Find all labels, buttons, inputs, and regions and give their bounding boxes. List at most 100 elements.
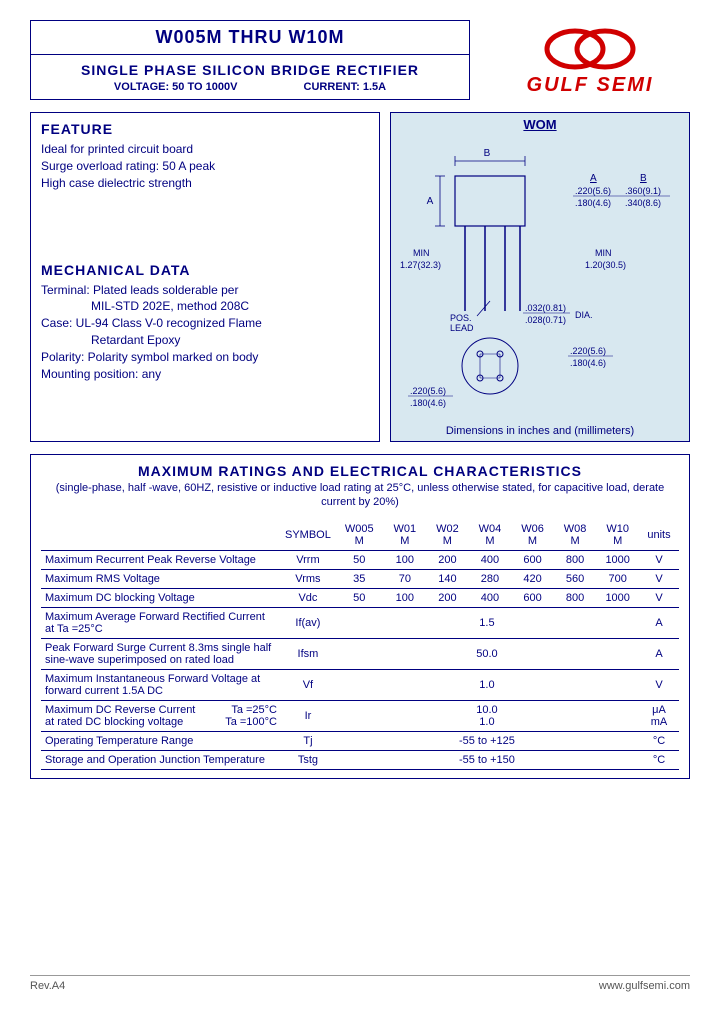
feature-heading: FEATURE	[41, 121, 369, 137]
param-symbol: Tstg	[281, 750, 335, 769]
param-value: 1000	[596, 588, 639, 607]
param-unit: μAmA	[639, 700, 679, 731]
col-part: W02 M	[426, 520, 469, 551]
param-symbol: Vdc	[281, 588, 335, 607]
col-units: units	[639, 520, 679, 551]
revision: Rev.A4	[30, 980, 65, 992]
param-symbol: Ifsm	[281, 638, 335, 669]
mech-case: Case: UL-94 Class V-0 recognized Flame	[41, 315, 369, 332]
param-symbol: Vf	[281, 669, 335, 700]
feature-line: High case dielectric strength	[41, 175, 369, 192]
param-unit: A	[639, 638, 679, 669]
param-name: Maximum Recurrent Peak Reverse Voltage	[41, 550, 281, 569]
ratings-subtitle: (single-phase, half -wave, 60HZ, resisti…	[41, 481, 679, 510]
param-name: Maximum Instantaneous Forward Voltage at…	[41, 669, 281, 700]
param-value: -55 to +125	[335, 731, 639, 750]
param-value: 800	[554, 588, 597, 607]
feature-line: Surge overload rating: 50 A peak	[41, 158, 369, 175]
param-value: 100	[384, 550, 427, 569]
param-symbol: Vrms	[281, 569, 335, 588]
param-unit: V	[639, 669, 679, 700]
ratings-box: MAXIMUM RATINGS AND ELECTRICAL CHARACTER…	[30, 454, 690, 779]
svg-text:1.27(32.3): 1.27(32.3)	[400, 260, 441, 270]
feature-line: Ideal for printed circuit board	[41, 141, 369, 158]
svg-text:.028(0.71): .028(0.71)	[525, 315, 566, 325]
svg-text:.180(4.6): .180(4.6)	[570, 358, 606, 368]
website-url: www.gulfsemi.com	[599, 980, 690, 992]
svg-text:.032(0.81): .032(0.81)	[525, 303, 566, 313]
param-value: 400	[469, 588, 512, 607]
col-symbol: SYMBOL	[281, 520, 335, 551]
svg-text:.340(8.6): .340(8.6)	[625, 198, 661, 208]
param-name: Maximum Average Forward Rectified Curren…	[41, 607, 281, 638]
param-value: 50	[335, 550, 384, 569]
package-drawing: B A A B .220(5.6) .360(9.1) .180(4.6) .3…	[395, 136, 685, 416]
col-part: W01 M	[384, 520, 427, 551]
col-part: W005 M	[335, 520, 384, 551]
param-value: 1.0	[335, 669, 639, 700]
param-value: 50.0	[335, 638, 639, 669]
param-unit: °C	[639, 750, 679, 769]
ratings-title: MAXIMUM RATINGS AND ELECTRICAL CHARACTER…	[41, 463, 679, 479]
mech-case2: Retardant Epoxy	[41, 332, 369, 349]
svg-text:POS.: POS.	[450, 313, 472, 323]
param-symbol: Vrrm	[281, 550, 335, 569]
param-value: 1000	[596, 550, 639, 569]
param-unit: A	[639, 607, 679, 638]
param-symbol: If(av)	[281, 607, 335, 638]
param-unit: V	[639, 550, 679, 569]
svg-text:LEAD: LEAD	[450, 323, 474, 333]
param-value: 560	[554, 569, 597, 588]
param-value: 800	[554, 550, 597, 569]
param-name: Peak Forward Surge Current 8.3ms single …	[41, 638, 281, 669]
current-spec: CURRENT: 1.5A	[304, 81, 387, 93]
svg-text:1.20(30.5): 1.20(30.5)	[585, 260, 626, 270]
mech-mounting: Mounting position: any	[41, 366, 369, 383]
param-name: Storage and Operation Junction Temperatu…	[41, 750, 281, 769]
svg-text:MIN: MIN	[413, 248, 430, 258]
param-unit: V	[639, 588, 679, 607]
page-footer: Rev.A4 www.gulfsemi.com	[30, 975, 690, 992]
diagram-caption: Dimensions in inches and (millimeters)	[395, 425, 685, 437]
part-range: W005M THRU W10M	[31, 21, 469, 55]
param-name: Operating Temperature Range	[41, 731, 281, 750]
param-name: Maximum RMS Voltage	[41, 569, 281, 588]
mech-terminal2: MIL-STD 202E, method 208C	[41, 298, 369, 315]
param-value: 600	[511, 588, 554, 607]
mech-polarity: Polarity: Polarity symbol marked on body	[41, 349, 369, 366]
brand-name: GULF SEMI	[527, 74, 654, 97]
param-symbol: Ir	[281, 700, 335, 731]
svg-text:A: A	[427, 196, 434, 207]
param-name: Maximum DC blocking Voltage	[41, 588, 281, 607]
param-unit: V	[639, 569, 679, 588]
diagram-title: WOM	[395, 117, 685, 132]
title-box: W005M THRU W10M SINGLE PHASE SILICON BRI…	[30, 20, 470, 100]
svg-text:.220(5.6): .220(5.6)	[410, 386, 446, 396]
svg-text:.180(4.6): .180(4.6)	[575, 198, 611, 208]
svg-text:.220(5.6): .220(5.6)	[570, 346, 606, 356]
svg-text:B: B	[640, 173, 647, 184]
param-value: 35	[335, 569, 384, 588]
product-type: SINGLE PHASE SILICON BRIDGE RECTIFIER	[41, 61, 459, 79]
svg-text:.220(5.6): .220(5.6)	[575, 186, 611, 196]
mech-terminal: Terminal: Plated leads solderable per	[41, 282, 369, 299]
param-value: 400	[469, 550, 512, 569]
param-value: 200	[426, 588, 469, 607]
svg-text:DIA.: DIA.	[575, 310, 593, 320]
param-value: 100	[384, 588, 427, 607]
param-value: 420	[511, 569, 554, 588]
ratings-table: SYMBOL W005 M W01 M W02 M W04 M W06 M W0…	[41, 520, 679, 770]
mechanical-heading: MECHANICAL DATA	[41, 262, 369, 278]
col-part: W04 M	[469, 520, 512, 551]
param-value: 600	[511, 550, 554, 569]
col-part: W06 M	[511, 520, 554, 551]
svg-text:B: B	[484, 148, 491, 159]
param-value: 280	[469, 569, 512, 588]
param-symbol: Tj	[281, 731, 335, 750]
param-value: 140	[426, 569, 469, 588]
package-diagram: WOM B A A B .220(5.6) .360(9.1) .180(4.6…	[390, 112, 690, 442]
param-unit: °C	[639, 731, 679, 750]
param-value: 70	[384, 569, 427, 588]
brand-logo: GULF SEMI	[490, 20, 690, 100]
param-value: -55 to +150	[335, 750, 639, 769]
